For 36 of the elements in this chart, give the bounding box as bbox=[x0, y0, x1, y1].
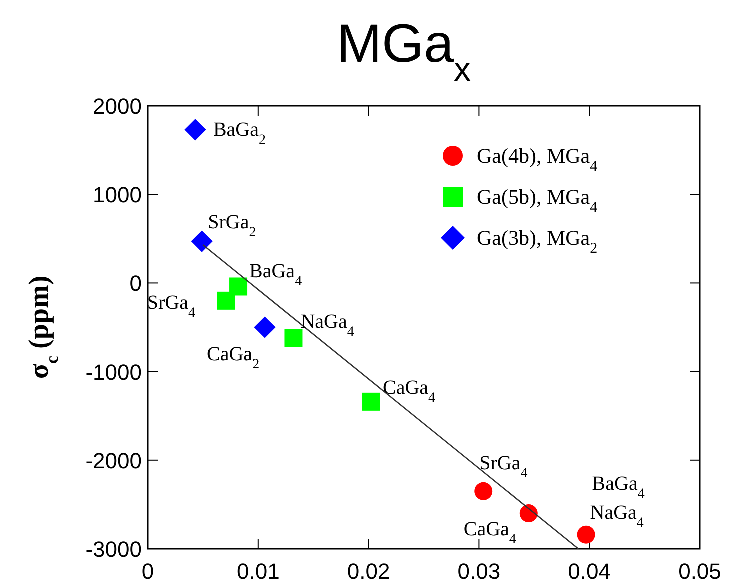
y-tick-label: 1000 bbox=[93, 182, 142, 208]
annotation: BaGa$_{4}$ bbox=[592, 472, 645, 502]
annotation: BaGa$_{2}$ bbox=[213, 118, 266, 148]
point bbox=[362, 392, 380, 411]
point bbox=[184, 119, 206, 141]
annotation: NaGa$_{4}$ bbox=[300, 311, 354, 340]
y-tick-label: 0 bbox=[130, 271, 142, 296]
point bbox=[217, 292, 236, 310]
annotation: BaGa$_{4}$ bbox=[250, 260, 302, 290]
annotation: CaGa$_{4}$ bbox=[383, 376, 436, 406]
legend-label: Ga(4b), MGa$_{4}$ bbox=[477, 144, 598, 175]
y-tick-label: -3000 bbox=[86, 537, 142, 562]
y-tick-label: 2000 bbox=[93, 94, 142, 119]
point bbox=[520, 504, 538, 523]
x-tick-label: 0.03 bbox=[458, 559, 501, 583]
point bbox=[284, 329, 303, 348]
x-tick-label: 0.05 bbox=[678, 559, 722, 583]
x-tick-label: 0.02 bbox=[347, 559, 390, 583]
point bbox=[474, 482, 493, 500]
annotation: CaGa$_{2}$ bbox=[207, 344, 260, 372]
annotation: SrGa$_{4}$ bbox=[480, 452, 528, 481]
chart-title: MGa$_{x}$ bbox=[336, 14, 472, 89]
x-tick-label: 0.01 bbox=[236, 559, 280, 583]
legend-label: Ga(5b), MGa$_{4}$ bbox=[477, 185, 598, 216]
point bbox=[577, 526, 596, 544]
y-tick-label: -1000 bbox=[86, 360, 142, 385]
legend-label: Ga(3b), MGa$_{2}$ bbox=[477, 226, 598, 257]
x-tick-label: 0.04 bbox=[568, 559, 612, 583]
point bbox=[254, 316, 276, 338]
annotation: SrGa$_{2}$ bbox=[208, 212, 256, 240]
y-tick-label: -2000 bbox=[86, 448, 142, 474]
point bbox=[191, 230, 213, 252]
point bbox=[230, 278, 248, 296]
annotation: SrGa$_{4}$ bbox=[147, 292, 196, 320]
annotation: NaGa$_{4}$ bbox=[590, 502, 644, 530]
annotation: CaGa$_{4}$ bbox=[464, 518, 516, 548]
